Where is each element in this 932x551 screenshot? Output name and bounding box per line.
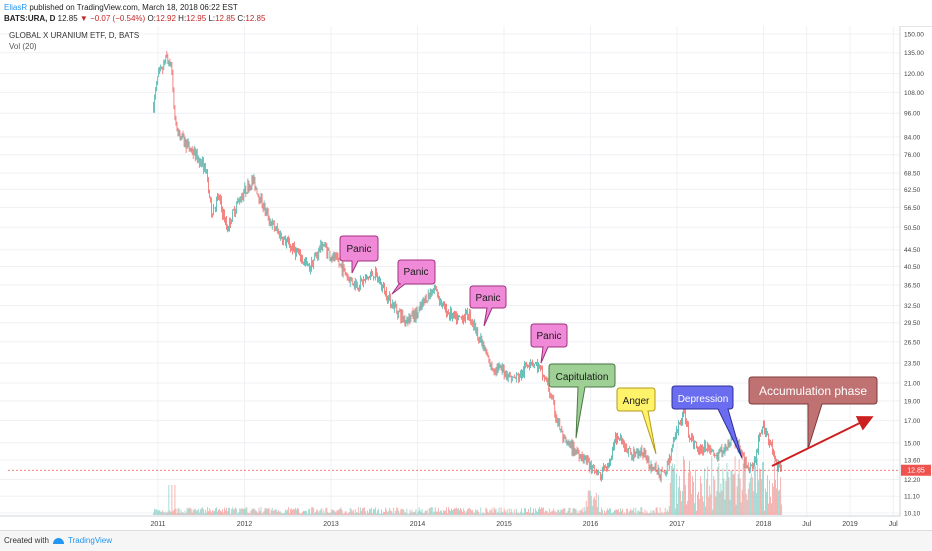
created-with-label: Created with: [4, 536, 49, 545]
y-tick-label: 17.00: [904, 418, 921, 425]
price-chart[interactable]: GLOBAL X URANIUM ETF, D, BATS Vol (20) 1…: [0, 26, 932, 530]
annotation-panic-1-label: Panic: [346, 244, 371, 255]
annotation-accumulation: Accumulation phase: [748, 376, 878, 450]
y-tick-label: 62.50: [904, 187, 921, 194]
open-label: O:: [147, 14, 156, 23]
footer-bar: Created with TradingView: [0, 530, 932, 551]
y-tick-label: 68.50: [904, 171, 921, 178]
down-arrow-icon: ▼: [79, 14, 88, 23]
y-tick-label: 15.00: [904, 440, 921, 447]
x-tick-label: Jul: [889, 521, 898, 528]
x-tick-label: Jul: [802, 521, 811, 528]
chart-header: EliasR published on TradingView.com, Mar…: [0, 0, 932, 27]
y-tick-label: 12.20: [904, 477, 921, 484]
y-tick-label: 50.50: [904, 225, 921, 232]
y-tick-label: 29.50: [904, 320, 921, 327]
annotation-panic-3-label: Panic: [475, 293, 500, 304]
annotations: Panic Panic Panic Panic Capitulation Ang…: [339, 235, 878, 467]
annotation-panic-2: Panic: [391, 259, 436, 295]
author-link[interactable]: EliasR: [4, 3, 28, 12]
tradingview-logo-icon: [53, 538, 64, 544]
last-price: 12.85: [57, 14, 78, 23]
y-tick-label: 19.00: [904, 398, 921, 405]
last-price-tag-text: 12.85: [907, 468, 925, 475]
price-candles: [153, 50, 783, 483]
y-tick-label: 108.00: [904, 90, 924, 97]
open-value: 12.92: [155, 14, 176, 23]
time-axis[interactable]: 2011 2012 2013 2014 2015 2016 2017 2018 Jul 2019 J…: [0, 515, 900, 528]
volume-indicator-label[interactable]: Vol (20): [9, 42, 37, 51]
ohlc-line: BATS:URA, D 12.85 ▼ −0.07 (−0.54%) O:12.…: [4, 14, 265, 23]
high-value: 12.95: [186, 14, 207, 23]
y-tick-label: 76.00: [904, 152, 921, 159]
x-tick-label: 2011: [150, 521, 165, 528]
annotation-accumulation-label: Accumulation phase: [759, 384, 867, 398]
annotation-panic-3: Panic: [469, 285, 507, 327]
annotation-panic-2-label: Panic: [403, 267, 428, 278]
y-tick-label: 11.10: [904, 494, 920, 501]
last-price-tag: [901, 464, 931, 476]
annotation-panic-4-label: Panic: [536, 331, 561, 342]
y-tick-label: 120.00: [904, 71, 924, 78]
x-tick-label: 2014: [410, 521, 426, 528]
y-tick-label: 32.50: [904, 303, 921, 310]
y-tick-label: 44.50: [904, 247, 921, 254]
y-tick-label: 21.00: [904, 381, 921, 388]
y-tick-label: 13.60: [904, 458, 921, 465]
tradingview-brand-link[interactable]: TradingView: [68, 536, 113, 545]
x-tick-label: 2018: [756, 521, 772, 528]
grid: [0, 26, 900, 516]
volume-bars: [153, 456, 783, 515]
symbol-label: BATS:URA, D: [4, 14, 56, 23]
y-tick-label: 96.00: [904, 111, 921, 118]
annotation-panic-1: Panic: [339, 235, 379, 274]
x-tick-label: 2016: [583, 521, 599, 528]
x-tick-label: 2013: [323, 521, 339, 528]
x-tick-label: 2015: [496, 521, 512, 528]
annotation-anger-label: Anger: [623, 396, 650, 407]
price-axis[interactable]: 150.00 135.00 120.00 108.00 96.00 84.00 76.00 6…: [899, 26, 931, 518]
x-tick-label: 2012: [237, 521, 253, 528]
annotation-anger: Anger: [616, 387, 657, 455]
plot-background: [0, 26, 900, 516]
low-value: 12.85: [215, 14, 236, 23]
y-tick-label: 40.50: [904, 264, 921, 271]
y-tick-label: 36.50: [904, 282, 921, 289]
trend-arrow: [771, 416, 874, 467]
y-tick-label: 84.00: [904, 134, 921, 141]
x-tick-label: 2017: [669, 521, 685, 528]
annotation-depression: Depression: [671, 385, 743, 459]
y-tick-label: 150.00: [904, 32, 924, 39]
y-tick-label: 135.00: [904, 50, 924, 57]
annotation-panic-4: Panic: [530, 323, 568, 364]
annotation-capitulation-label: Capitulation: [556, 372, 609, 383]
publish-info: published on TradingView.com, March 18, …: [29, 3, 238, 12]
publish-line: EliasR published on TradingView.com, Mar…: [4, 3, 238, 12]
price-change: −0.07 (−0.54%): [90, 14, 146, 23]
y-tick-label: 26.50: [904, 339, 921, 346]
y-tick-label: 23.50: [904, 361, 921, 368]
chart-title: GLOBAL X URANIUM ETF, D, BATS: [9, 31, 139, 40]
y-tick-label: 56.50: [904, 205, 921, 212]
annotation-depression-label: Depression: [678, 394, 729, 405]
low-label: L:: [208, 14, 216, 23]
annotation-capitulation: Capitulation: [548, 363, 616, 439]
close-value: 12.85: [245, 14, 266, 23]
close-label: C:: [237, 14, 246, 23]
y-tick-label: 10.10: [904, 511, 921, 518]
x-tick-label: 2019: [842, 521, 858, 528]
high-label: H:: [178, 14, 187, 23]
